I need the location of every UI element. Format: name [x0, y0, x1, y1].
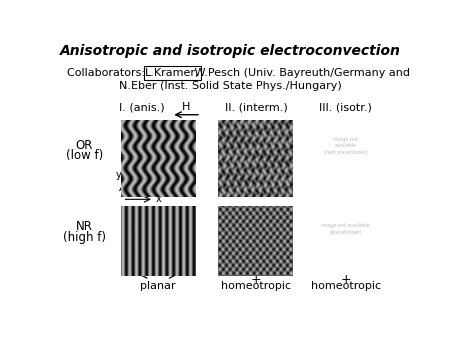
Text: II. (interm.): II. (interm.) [225, 102, 288, 112]
Text: (low f): (low f) [66, 149, 103, 162]
Text: OR: OR [76, 140, 93, 152]
Text: N.Eber (Inst. Solid State Phys./Hungary): N.Eber (Inst. Solid State Phys./Hungary) [119, 81, 342, 91]
Text: y: y [116, 170, 122, 180]
Text: +: + [340, 273, 351, 287]
Text: W.Pesch (Univ. Bayreuth/Germany and: W.Pesch (Univ. Bayreuth/Germany and [190, 68, 410, 78]
Text: NR: NR [76, 220, 93, 233]
Text: image not available
(placeholder): image not available (placeholder) [321, 223, 370, 235]
Text: homeotropic: homeotropic [221, 281, 291, 291]
Text: H: H [182, 102, 190, 112]
Text: I. (anis.): I. (anis.) [119, 102, 165, 112]
Text: L.Kramer,: L.Kramer, [145, 68, 200, 78]
Text: Collaborators:: Collaborators: [67, 68, 148, 78]
Text: +: + [251, 273, 261, 287]
Text: Anisotropic and isotropic electroconvection: Anisotropic and isotropic electroconvect… [60, 45, 401, 58]
Text: (high f): (high f) [63, 231, 106, 244]
Text: III. (isotr.): III. (isotr.) [319, 102, 372, 112]
Text: image not
available
(text placeholder): image not available (text placeholder) [324, 137, 368, 155]
Text: homeotropic: homeotropic [310, 281, 381, 291]
Text: x: x [156, 194, 162, 204]
Text: planar: planar [140, 281, 176, 291]
